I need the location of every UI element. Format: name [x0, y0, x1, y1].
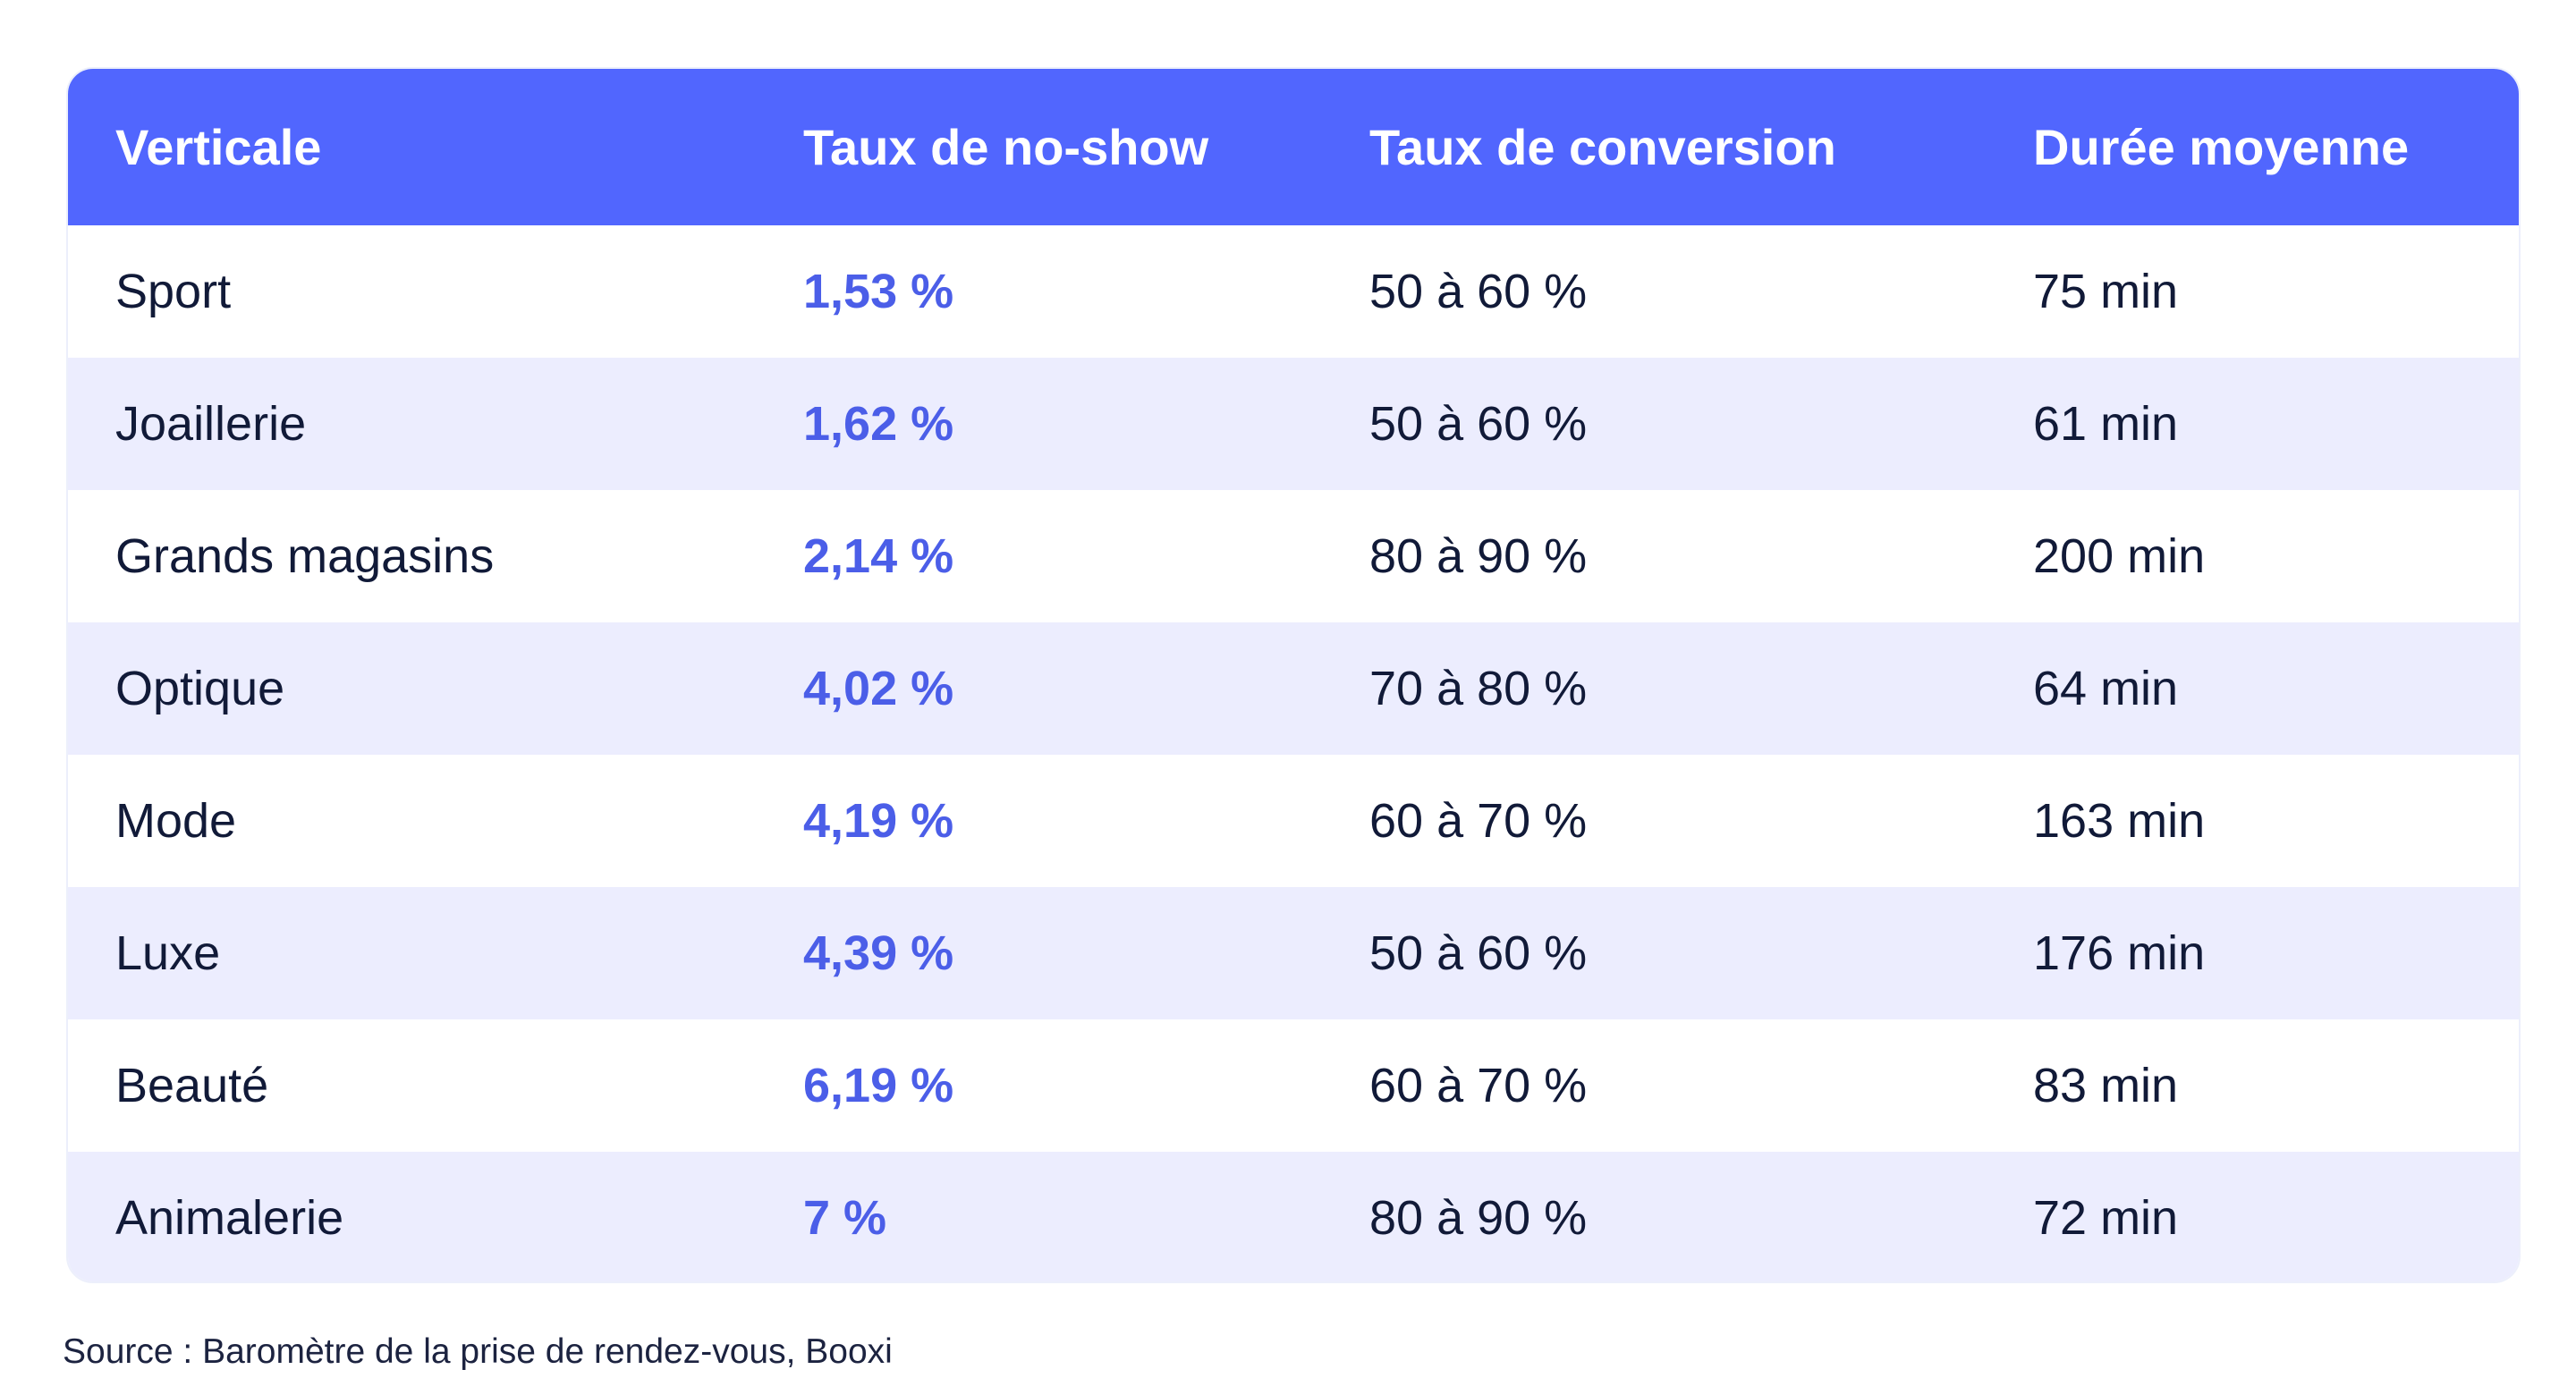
cell-verticale: Beauté: [115, 1061, 268, 1110]
cell-no-show: 7 %: [803, 1194, 886, 1242]
cell-no-show: 4,19 %: [803, 797, 953, 845]
cell-conversion: 50 à 60 %: [1369, 929, 1587, 977]
header-conversion: Taux de conversion: [1369, 123, 1836, 173]
source-caption: Source : Baromètre de la prise de rendez…: [63, 1332, 893, 1372]
cell-verticale: Joaillerie: [115, 400, 306, 448]
cell-duree: 75 min: [2033, 267, 2178, 316]
cell-duree: 72 min: [2033, 1194, 2178, 1242]
table-row: Sport 1,53 % 50 à 60 % 75 min: [68, 225, 2519, 358]
data-table: Verticale Taux de no-show Taux de conver…: [66, 67, 2521, 1283]
cell-verticale: Mode: [115, 797, 236, 845]
cell-duree: 176 min: [2033, 929, 2205, 977]
cell-conversion: 80 à 90 %: [1369, 532, 1587, 580]
cell-duree: 83 min: [2033, 1061, 2178, 1110]
cell-conversion: 80 à 90 %: [1369, 1194, 1587, 1242]
cell-verticale: Sport: [115, 267, 231, 316]
cell-no-show: 6,19 %: [803, 1061, 953, 1110]
table-row: Animalerie 7 % 80 à 90 % 72 min: [68, 1152, 2519, 1283]
cell-duree: 163 min: [2033, 797, 2205, 845]
table-row: Luxe 4,39 % 50 à 60 % 176 min: [68, 887, 2519, 1019]
header-verticale: Verticale: [115, 123, 321, 173]
cell-verticale: Grands magasins: [115, 532, 494, 580]
table-row: Grands magasins 2,14 % 80 à 90 % 200 min: [68, 490, 2519, 622]
cell-verticale: Animalerie: [115, 1194, 343, 1242]
cell-conversion: 50 à 60 %: [1369, 400, 1587, 448]
cell-conversion: 50 à 60 %: [1369, 267, 1587, 316]
cell-duree: 61 min: [2033, 400, 2178, 448]
cell-conversion: 60 à 70 %: [1369, 797, 1587, 845]
cell-no-show: 4,39 %: [803, 929, 953, 977]
cell-no-show: 2,14 %: [803, 532, 953, 580]
cell-duree: 64 min: [2033, 664, 2178, 713]
cell-verticale: Luxe: [115, 929, 220, 977]
cell-no-show: 1,62 %: [803, 400, 953, 448]
table-header-row: Verticale Taux de no-show Taux de conver…: [68, 69, 2519, 225]
table-row: Joaillerie 1,62 % 50 à 60 % 61 min: [68, 358, 2519, 490]
cell-conversion: 70 à 80 %: [1369, 664, 1587, 713]
cell-no-show: 4,02 %: [803, 664, 953, 713]
cell-no-show: 1,53 %: [803, 267, 953, 316]
cell-duree: 200 min: [2033, 532, 2205, 580]
table-row: Optique 4,02 % 70 à 80 % 64 min: [68, 622, 2519, 755]
header-duree: Durée moyenne: [2033, 123, 2409, 173]
cell-verticale: Optique: [115, 664, 284, 713]
table-row: Beauté 6,19 % 60 à 70 % 83 min: [68, 1019, 2519, 1152]
table-row: Mode 4,19 % 60 à 70 % 163 min: [68, 755, 2519, 887]
cell-conversion: 60 à 70 %: [1369, 1061, 1587, 1110]
header-no-show: Taux de no-show: [803, 123, 1208, 173]
